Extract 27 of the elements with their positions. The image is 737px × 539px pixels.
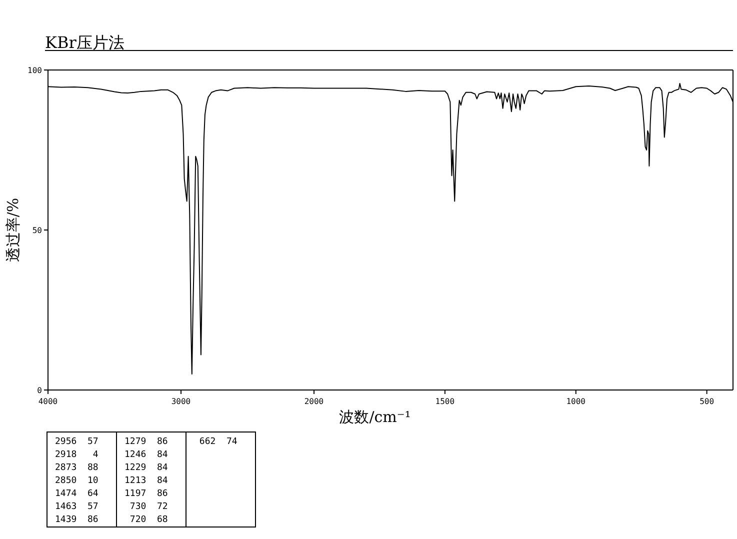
x-tick-label: 1000 [566,397,586,406]
text: 1197 86 [124,489,168,499]
x-axis-title: 波数/cm⁻¹ [339,408,411,426]
text: 1229 84 [124,463,168,473]
text: 1439 86 [55,515,98,525]
x-tick-label: 3000 [171,397,191,406]
text: 2873 88 [55,463,98,473]
y-tick-label: 100 [28,66,42,75]
x-tick-label: 2000 [304,397,324,406]
text: 662 74 [194,437,238,447]
x-tick-label: 500 [700,397,714,406]
x-tick-label: 4000 [38,397,58,406]
x-tick-label: 1500 [435,397,455,406]
text: 1279 86 [124,437,168,447]
text: 2956 57 [55,437,98,447]
text: 720 68 [124,515,168,525]
text: 1213 84 [124,476,168,486]
text: 730 72 [124,502,168,512]
text: 1474 64 [55,489,98,499]
y-tick-label: 50 [32,226,42,235]
text: 2918 4 [55,450,98,460]
text: 1463 57 [55,502,98,512]
text: 2850 10 [55,476,98,486]
text: 1246 84 [124,450,168,460]
y-axis-title: 透过率/% [4,198,22,262]
chart-title: KBr压片法 [45,33,124,52]
y-tick-label: 0 [37,386,42,395]
